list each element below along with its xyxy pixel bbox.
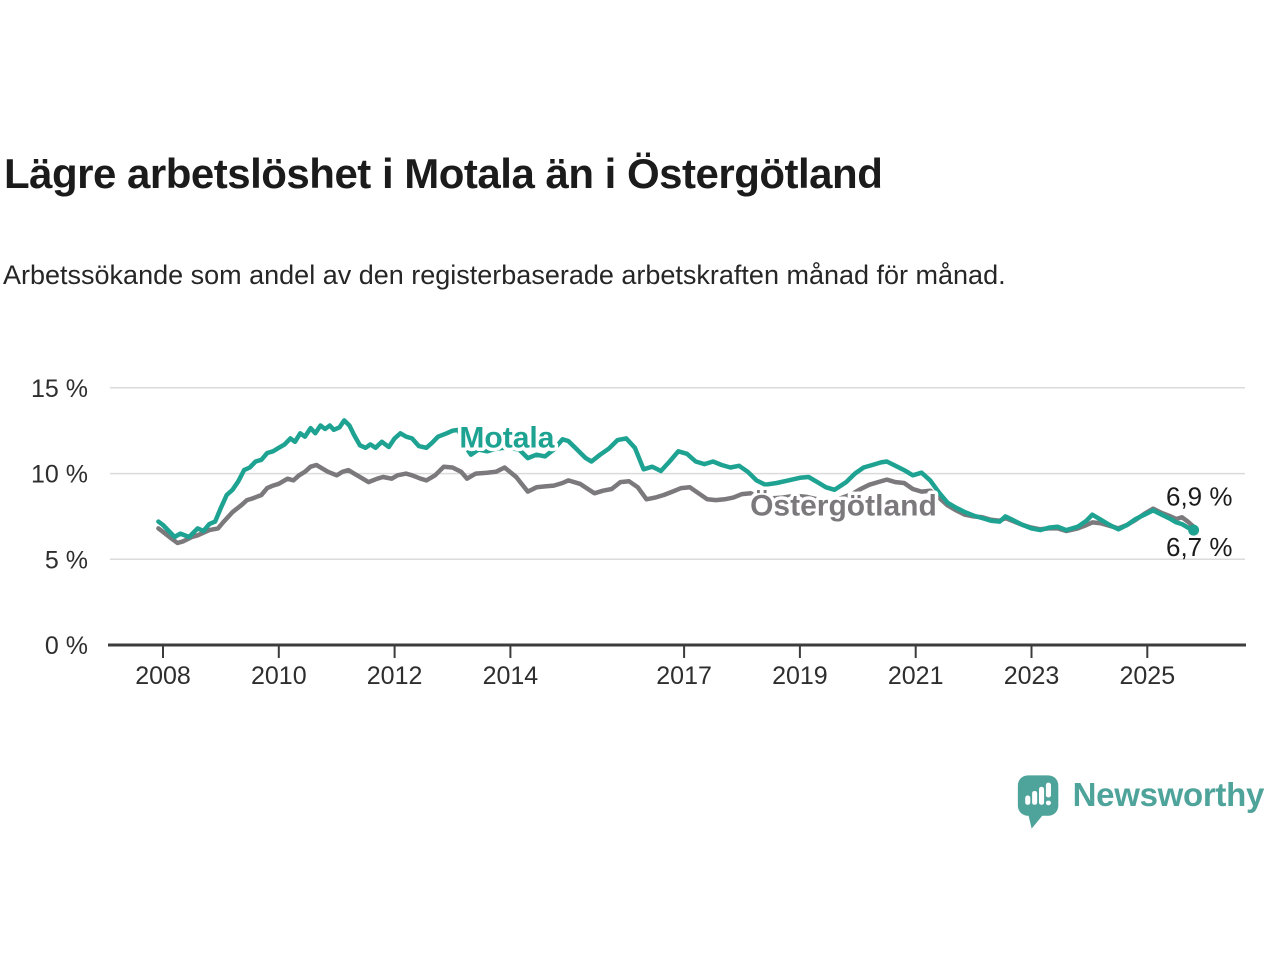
y-tick-label: 15 % — [31, 375, 88, 403]
x-tick-label: 2017 — [656, 662, 712, 690]
x-tick-label: 2021 — [888, 662, 944, 690]
x-tick-label: 2019 — [772, 662, 828, 690]
x-tick-label: 2012 — [367, 662, 423, 690]
y-tick-label: 0 % — [45, 632, 88, 660]
motala-series-label: Motala — [459, 422, 554, 455]
line-end-dot — [1188, 524, 1200, 536]
y-tick-label: 5 % — [45, 546, 88, 574]
x-tick-label: 2008 — [135, 662, 191, 690]
newsworthy-wordmark: Newsworthy — [1072, 776, 1265, 813]
end-value-label: 6,9 % — [1166, 482, 1233, 512]
motala-line — [156, 418, 1196, 540]
x-tick-label: 2023 — [1004, 662, 1060, 690]
end-value-label: 6,7 % — [1166, 532, 1233, 562]
x-tick-label: 2014 — [483, 662, 539, 690]
x-tick-label: 2025 — [1119, 662, 1175, 690]
chart-subtitle: Arbetssökande som andel av den registerb… — [3, 260, 1006, 290]
newsworthy-branding: Newsworthy — [1016, 773, 1264, 831]
page-title: Lägre arbetslöshet i Motala än i Östergö… — [4, 150, 883, 197]
x-tick-label: 2010 — [251, 662, 307, 690]
y-tick-label: 10 % — [31, 461, 88, 489]
newsworthy-logo-icon — [1017, 775, 1058, 829]
ostergotland-series-label: Östergötland — [750, 490, 937, 523]
